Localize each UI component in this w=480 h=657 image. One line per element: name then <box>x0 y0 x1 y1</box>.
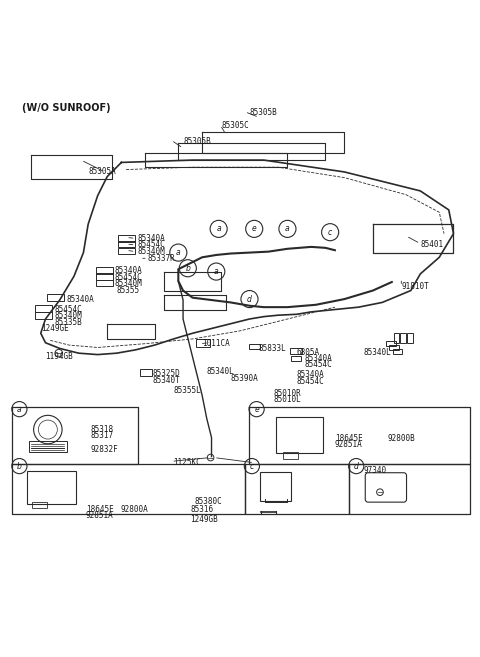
Text: 85454C: 85454C <box>138 240 166 250</box>
Text: 1125KC: 1125KC <box>174 458 201 466</box>
Text: 85380C: 85380C <box>195 497 223 506</box>
Text: 85401: 85401 <box>420 240 444 248</box>
Text: 85325D: 85325D <box>152 369 180 378</box>
Text: (W/O SUNROOF): (W/O SUNROOF) <box>22 103 110 113</box>
Text: 85340A: 85340A <box>114 266 142 275</box>
Text: 85340A: 85340A <box>304 354 332 363</box>
Text: 92851A: 92851A <box>335 440 362 449</box>
Text: a: a <box>214 267 218 276</box>
Text: 85318: 85318 <box>91 424 114 434</box>
Text: e: e <box>252 225 257 233</box>
Text: 85305B: 85305B <box>250 108 277 117</box>
Text: 1194GB: 1194GB <box>46 352 73 361</box>
Text: 85010R: 85010R <box>273 389 301 398</box>
Text: 85305B: 85305B <box>183 137 211 146</box>
Text: 85355: 85355 <box>117 286 140 295</box>
Text: 85355L: 85355L <box>174 386 201 395</box>
Text: 85340L: 85340L <box>363 348 391 357</box>
Text: 85317: 85317 <box>91 431 114 440</box>
Text: 6805A: 6805A <box>297 348 320 357</box>
Text: 85340L: 85340L <box>207 367 235 376</box>
Text: a: a <box>176 248 180 257</box>
Text: 85316: 85316 <box>190 505 213 514</box>
Text: 97340: 97340 <box>363 466 386 475</box>
Text: 92800B: 92800B <box>387 434 415 443</box>
Text: b: b <box>185 263 190 273</box>
Text: a: a <box>285 225 290 233</box>
Text: 85335B: 85335B <box>55 318 83 327</box>
Text: b: b <box>17 462 22 470</box>
Text: 91810T: 91810T <box>401 283 429 291</box>
Text: 85390A: 85390A <box>230 374 258 383</box>
Text: c: c <box>250 462 254 470</box>
Text: 92800A: 92800A <box>120 505 148 514</box>
Text: 85340M: 85340M <box>114 279 142 288</box>
Text: 85340M: 85340M <box>55 311 83 320</box>
Text: 85340M: 85340M <box>138 247 166 256</box>
Text: 85340A: 85340A <box>67 294 95 304</box>
Text: 85340A: 85340A <box>138 234 166 243</box>
Text: 85337R: 85337R <box>147 254 175 263</box>
Text: 92832F: 92832F <box>91 445 118 454</box>
Text: a: a <box>17 405 22 414</box>
Text: 85454C: 85454C <box>55 305 83 314</box>
Text: 18645E: 18645E <box>86 505 114 514</box>
Text: e: e <box>254 405 259 414</box>
Text: 92851A: 92851A <box>86 511 114 520</box>
Text: 1249GE: 1249GE <box>41 325 69 334</box>
Text: 85010L: 85010L <box>273 395 301 404</box>
Text: 1011CA: 1011CA <box>202 339 230 348</box>
Text: 85833L: 85833L <box>259 344 287 353</box>
Text: 18645E: 18645E <box>335 434 362 443</box>
Text: 85305A: 85305A <box>88 168 116 177</box>
Text: 1249GB: 1249GB <box>190 514 218 524</box>
Text: 85454C: 85454C <box>297 377 324 386</box>
Text: 85454C: 85454C <box>304 360 332 369</box>
Text: 85340T: 85340T <box>152 376 180 385</box>
Text: a: a <box>216 225 221 233</box>
Text: d: d <box>247 294 252 304</box>
Text: 85454C: 85454C <box>114 273 142 282</box>
Text: c: c <box>328 228 332 237</box>
Text: d: d <box>354 462 359 470</box>
Text: 85340A: 85340A <box>297 371 324 380</box>
Text: 85305C: 85305C <box>221 121 249 130</box>
